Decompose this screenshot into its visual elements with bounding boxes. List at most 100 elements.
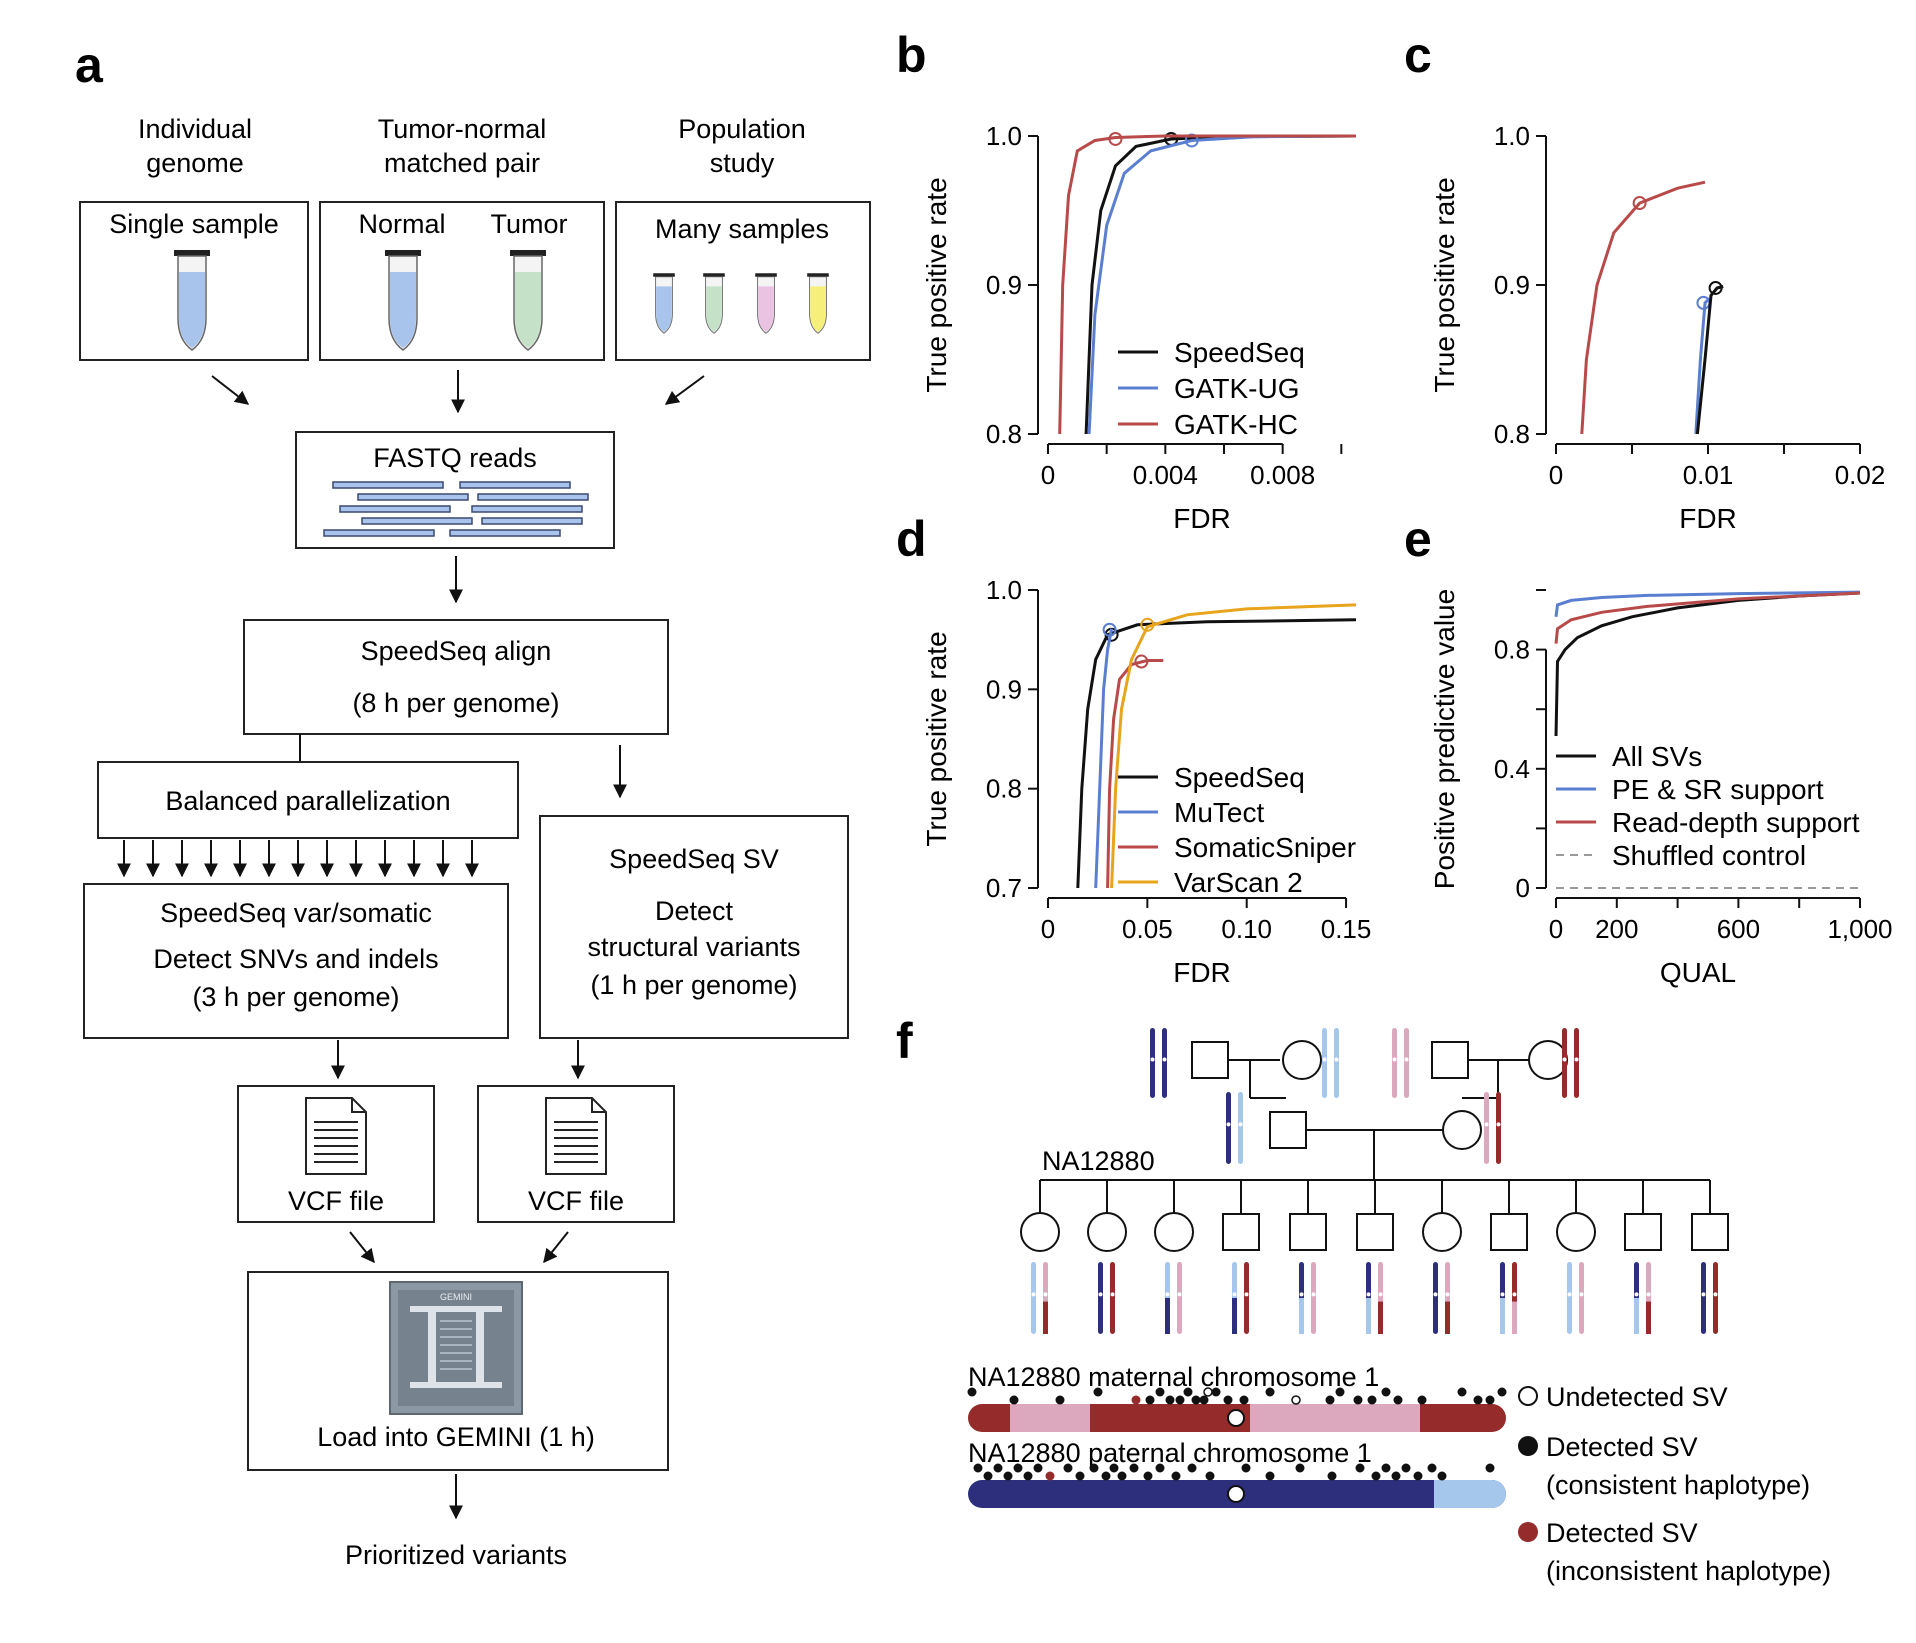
paternal-chrom-label: NA12880 paternal chromosome 1 bbox=[968, 1438, 1372, 1468]
father bbox=[1269, 1111, 1307, 1149]
legend-label: GATK-UG bbox=[1174, 373, 1299, 404]
centromere bbox=[1713, 1292, 1718, 1297]
maternal-chrom-label: NA12880 maternal chromosome 1 bbox=[968, 1362, 1379, 1392]
sv-detected bbox=[1063, 1463, 1073, 1473]
series-line bbox=[1580, 180, 1706, 435]
sv-detected bbox=[1473, 1395, 1483, 1405]
y-axis-label: Positive predictive value bbox=[1429, 589, 1460, 889]
sv-detected bbox=[1265, 1471, 1275, 1481]
sv-detected bbox=[1045, 1471, 1055, 1481]
y-axis-label: True positive rate bbox=[921, 177, 952, 392]
chromosome-segment bbox=[1445, 1301, 1450, 1334]
x-tick-label: 1,000 bbox=[1827, 914, 1892, 944]
single-sample-box bbox=[79, 201, 309, 361]
centromere bbox=[1150, 1057, 1155, 1062]
tube-small-yellow bbox=[806, 272, 830, 334]
chromosome-segment bbox=[1043, 1301, 1048, 1334]
fastq-label: FASTQ reads bbox=[373, 443, 537, 473]
parallel-arrows bbox=[117, 840, 479, 878]
sv-detected bbox=[1143, 1471, 1153, 1481]
legend-detected: Detected SV bbox=[1546, 1432, 1698, 1462]
child-female bbox=[1556, 1212, 1596, 1252]
sv-detected bbox=[1165, 1395, 1175, 1405]
x-tick-label: 200 bbox=[1595, 914, 1638, 944]
child-male bbox=[1691, 1213, 1729, 1251]
centromere bbox=[1244, 1292, 1249, 1297]
y-axis-label: True positive rate bbox=[1429, 177, 1460, 392]
chromosome-segment bbox=[1366, 1298, 1371, 1334]
tube-blue-single bbox=[173, 249, 211, 351]
child-female bbox=[1020, 1212, 1060, 1252]
centromere bbox=[1031, 1292, 1036, 1297]
y-tick-label: 0.9 bbox=[986, 270, 1022, 300]
sv-detected bbox=[1335, 1387, 1345, 1397]
tumor-normal-box bbox=[319, 201, 605, 361]
sv-detected bbox=[993, 1463, 1003, 1473]
panel-letter-f: f bbox=[896, 1013, 913, 1069]
panel-letter-a: a bbox=[75, 37, 104, 93]
panel-f: NA12880 NA12880 maternal chromosome 1 NA… bbox=[967, 1028, 1831, 1586]
centromere bbox=[1496, 1122, 1501, 1127]
tube-blue-normal bbox=[384, 249, 422, 351]
tube-small-pink bbox=[754, 272, 778, 334]
chromosome bbox=[1484, 1092, 1489, 1164]
legend-label: All SVs bbox=[1612, 741, 1702, 772]
grandfather-maternal bbox=[1431, 1041, 1469, 1079]
chromosome bbox=[1567, 1262, 1572, 1334]
sv-detected bbox=[1013, 1463, 1023, 1473]
y-tick-label: 0.9 bbox=[986, 674, 1022, 704]
sv-detected bbox=[1183, 1387, 1193, 1397]
panel-letter-c: c bbox=[1404, 27, 1432, 83]
chromosome bbox=[1110, 1262, 1115, 1334]
centromere bbox=[1433, 1292, 1438, 1297]
study-title-tumor-2: matched pair bbox=[384, 148, 540, 178]
sv-detected bbox=[1131, 1395, 1141, 1405]
var-time: (3 h per genome) bbox=[192, 982, 399, 1012]
paternal-sv-dots bbox=[973, 1463, 1495, 1481]
centromere bbox=[1165, 1292, 1170, 1297]
centromere bbox=[1098, 1292, 1103, 1297]
reads-icon bbox=[323, 481, 589, 537]
y-tick-label: 1.0 bbox=[986, 575, 1022, 605]
y-tick-label: 1.0 bbox=[1494, 121, 1530, 151]
x-tick-label: 0 bbox=[1041, 914, 1055, 944]
x-tick-label: 0.008 bbox=[1250, 460, 1315, 490]
chromosome bbox=[1701, 1262, 1706, 1334]
legend-consistent: (consistent haplotype) bbox=[1546, 1470, 1810, 1500]
y-tick-label: 0.4 bbox=[1494, 754, 1530, 784]
tube-small-blue bbox=[652, 272, 676, 334]
chart-b: 0.8 0.9 1.0 0 0.004 0.008 FDR True positive rat… bbox=[921, 121, 1357, 534]
sv-detected bbox=[1401, 1463, 1411, 1473]
x-tick-label: 0.10 bbox=[1221, 914, 1272, 944]
y-axis-label: True positive rate bbox=[921, 631, 952, 846]
series-marker bbox=[1140, 617, 1155, 632]
sv-detected bbox=[1187, 1463, 1197, 1473]
sv-detected bbox=[1391, 1471, 1401, 1481]
chromosome bbox=[1433, 1262, 1438, 1334]
sv-detected bbox=[1023, 1471, 1033, 1481]
centromere bbox=[1579, 1292, 1584, 1297]
sv-detected bbox=[1155, 1387, 1165, 1397]
tube-small-green bbox=[702, 272, 726, 334]
legend-label: PE & SR support bbox=[1612, 774, 1824, 805]
document-icon bbox=[305, 1097, 367, 1175]
sv-detected bbox=[1371, 1471, 1381, 1481]
sv-detected bbox=[1089, 1463, 1099, 1473]
output-label: Prioritized variants bbox=[345, 1540, 567, 1570]
sv-title: SpeedSeq SV bbox=[609, 844, 779, 874]
sv-detected bbox=[1497, 1387, 1507, 1397]
sv-detected bbox=[1265, 1387, 1275, 1397]
arrow-8 bbox=[349, 1231, 375, 1264]
chromosome bbox=[1334, 1028, 1339, 1098]
sv-detected bbox=[1367, 1395, 1377, 1405]
y-tick-label: 0.8 bbox=[986, 774, 1022, 804]
gemini-logo: GEMINI bbox=[389, 1281, 523, 1415]
sv-detected bbox=[1101, 1471, 1111, 1481]
arrow-9 bbox=[543, 1231, 569, 1264]
gemini-box bbox=[247, 1271, 669, 1471]
gemini-label: Load into GEMINI (1 h) bbox=[317, 1422, 595, 1452]
normal-label: Normal bbox=[358, 209, 445, 239]
series-marker bbox=[1102, 622, 1117, 637]
sv-detected bbox=[1437, 1471, 1447, 1481]
chromosome-segment bbox=[1646, 1301, 1651, 1334]
